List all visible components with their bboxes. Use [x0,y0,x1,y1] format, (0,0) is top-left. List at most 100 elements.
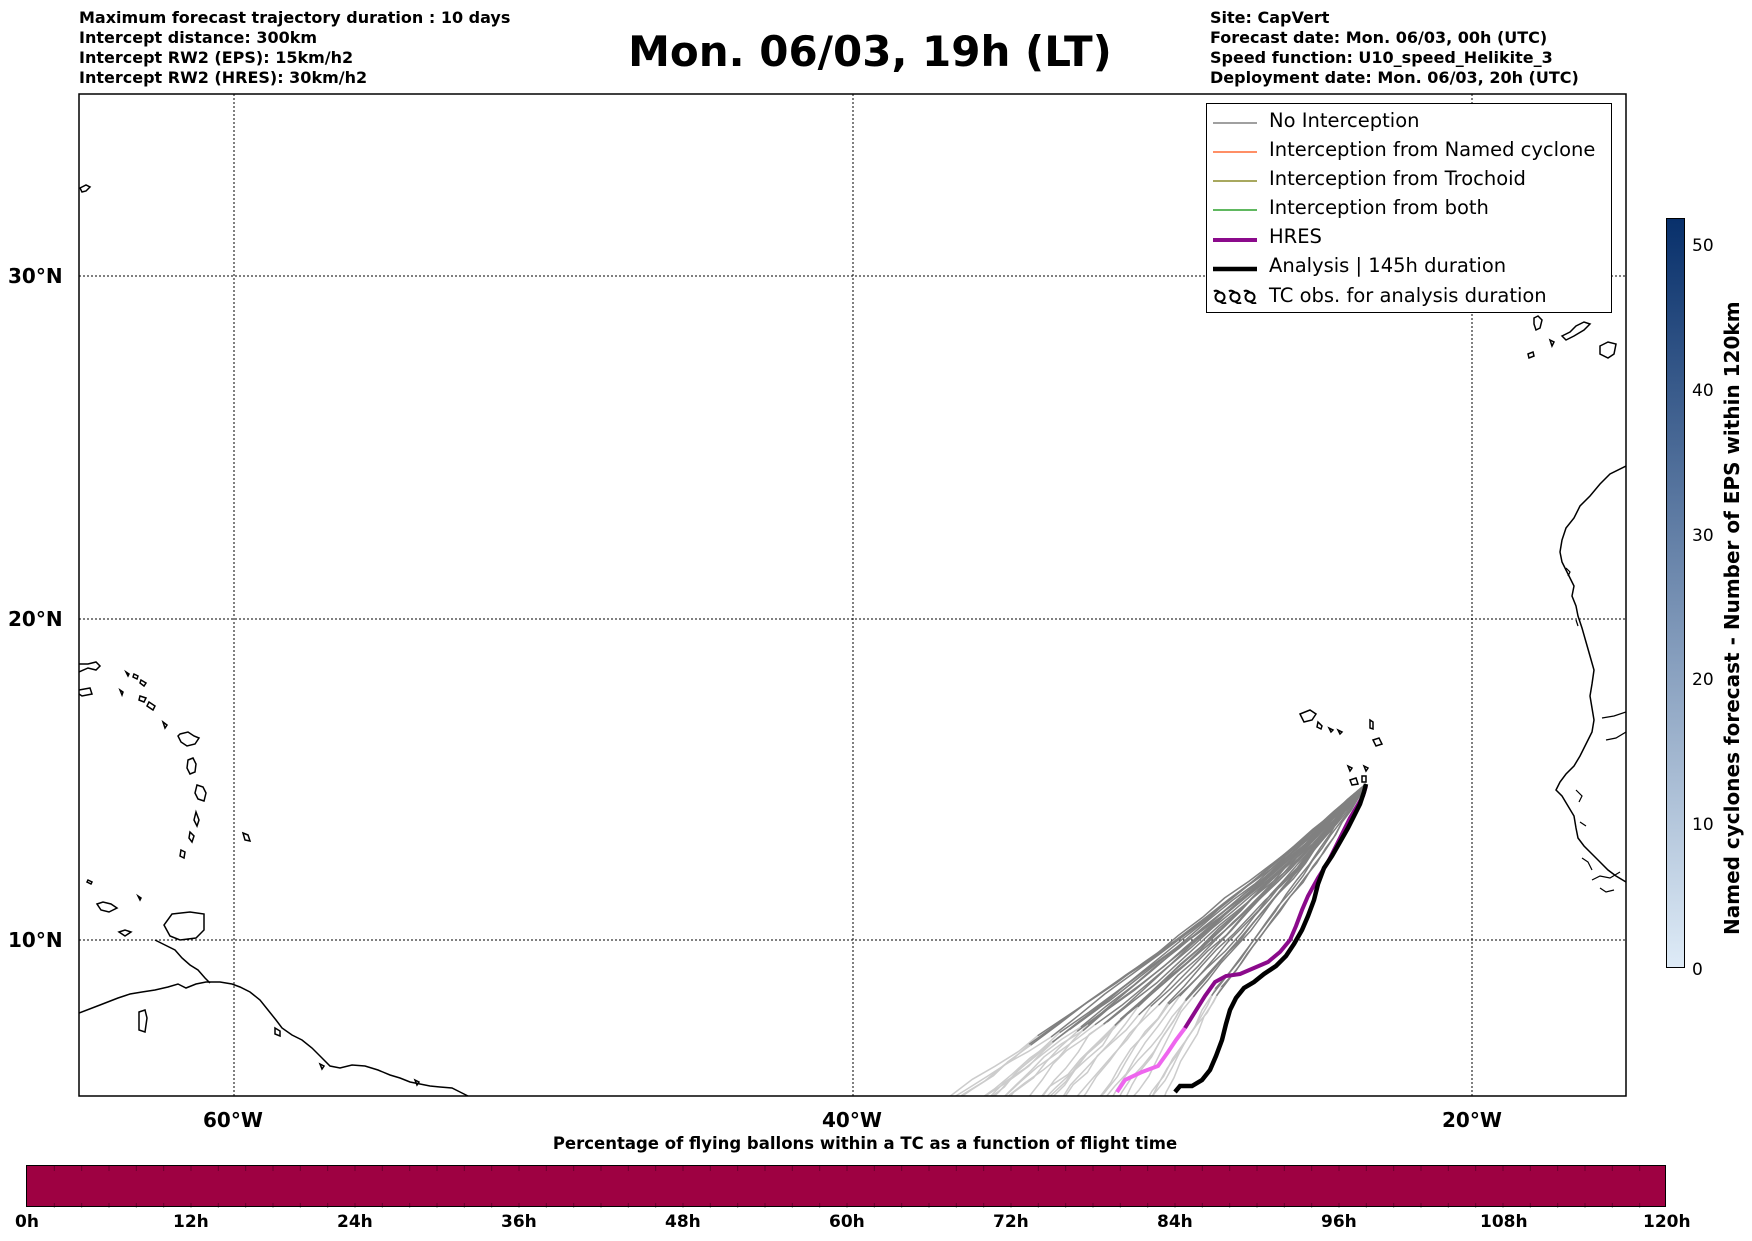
eps-trajectory-late [1118,999,1187,1096]
map-legend: No Interception Interception from Named … [1206,103,1612,313]
trinidad-island [163,911,205,941]
eps-trajectory-late [1028,1023,1104,1096]
flight-time-colorbar-ticks [53,1166,1641,1208]
eps-trajectory-late [1041,1021,1108,1096]
header-right-info: Site: CapVert Forecast date: Mon. 06/03,… [1210,8,1579,88]
legend-swatch-hres [1213,238,1257,242]
trinidad-venezuela-coast [154,939,211,984]
intercept-hres-text: Intercept RW2 (HRES): 30km/h2 [79,68,368,87]
lat-label-10n: 10°N [8,928,63,952]
eps-trajectory-late [1105,995,1181,1096]
max-duration-text: Maximum forecast trajectory duration : 1… [79,8,511,27]
legend-label-no-interception: No Interception [1269,109,1420,132]
legend-item-no-interception: No Interception [1207,107,1611,136]
flight-tick-24h: 24h [337,1212,373,1232]
flight-tick-12h: 12h [173,1212,209,1232]
legend-label-named-cyclone: Interception from Named cyclone [1269,138,1596,161]
eps-trajectory [1215,783,1367,997]
legend-label-hres: HRES [1269,225,1322,248]
caribbean-island-puerto-rico [79,661,102,673]
legend-swatch-named-cyclone [1213,151,1257,153]
legend-swatch-analysis [1213,266,1257,272]
eps-trajectory-late [989,1026,1082,1096]
eps-trajectory-late [1151,988,1216,1096]
flight-tick-48h: 48h [665,1212,701,1232]
eps-trajectory-late [1064,1014,1140,1096]
canary-islands [1527,315,1617,360]
eps-trajectory-late [954,1043,1030,1096]
legend-swatch-both [1213,209,1257,211]
site-text: Site: CapVert [1210,8,1330,27]
eps-trajectory [1028,783,1367,1045]
eps-trajectory [1051,783,1367,1043]
flight-tick-60h: 60h [829,1212,865,1232]
eps-trajectory-late [1112,1000,1187,1096]
header-left-info: Maximum forecast trajectory duration : 1… [79,8,510,88]
eps-trajectory-late [1148,995,1213,1096]
colorbar-right-label: Named cyclones forecast - Number of EPS … [1720,301,1744,935]
south-america-coastline [79,981,469,1096]
legend-swatch-no-interception [1213,122,1257,124]
colorbar-tick-0: 0 [1692,960,1703,980]
flight-tick-120h: 120h [1643,1212,1691,1232]
eps-trajectory-late [1099,1002,1169,1096]
africa-coast-detail [1565,567,1626,893]
legend-label-tc-obs: TC obs. for analysis duration [1269,284,1547,307]
eps-trajectory-late [1076,1005,1152,1096]
lon-label-20w: 20°W [1442,1108,1502,1132]
flight-tick-84h: 84h [1157,1212,1193,1232]
eps-trajectory [1056,783,1367,1040]
eps-trajectory-late [1099,1003,1170,1096]
colorbar-tick-40: 40 [1692,381,1714,401]
eps-trajectory-late [1132,996,1194,1096]
legend-item-both: Interception from both [1207,194,1611,223]
eps-trajectory [1168,783,1367,1005]
lon-label-60w: 60°W [203,1108,263,1132]
colorbar-tick-50: 50 [1692,236,1714,256]
colorbar-tick-30: 30 [1692,526,1714,546]
eps-trajectory-late [1052,1013,1127,1096]
map-frame [78,93,1627,1097]
lon-label-40w: 40°W [822,1108,882,1132]
legend-item-named-cyclone: Interception from Named cyclone [1207,136,1611,165]
legend-item-analysis: Analysis | 145h duration [1207,252,1611,281]
lat-label-20n: 20°N [8,607,63,631]
legend-item-tc-obs: TC obs. for analysis duration [1207,282,1611,311]
legend-item-hres: HRES [1207,223,1611,252]
eps-trajectory [1106,783,1367,1023]
named-cyclones-colorbar [1666,218,1685,968]
africa-coastline [1555,465,1626,883]
flight-tick-36h: 36h [501,1212,537,1232]
lat-label-30n: 30°N [8,264,63,288]
legend-label-both: Interception from both [1269,196,1489,219]
eps-trajectory-late [959,1036,1052,1096]
flight-tick-108h: 108h [1480,1212,1528,1232]
eps-trajectory-late [1062,1006,1139,1096]
intercept-eps-text: Intercept RW2 (EPS): 15km/h2 [79,48,354,67]
flight-tick-72h: 72h [993,1212,1029,1232]
colorbar-tick-20: 20 [1692,670,1714,690]
legend-item-trochoid: Interception from Trochoid [1207,165,1611,194]
page-title: Mon. 06/03, 19h (LT) [628,27,1112,76]
eps-trajectory-late [1009,1030,1078,1096]
speed-function-text: Speed function: U10_speed_Helikite_3 [1210,48,1553,67]
analysis-trajectory [1173,783,1369,1094]
legend-swatch-trochoid [1213,180,1257,182]
eps-trajectory-late [1082,1004,1160,1096]
eps-trajectory-late [949,1035,1039,1096]
eps-trajectory-late [983,1041,1053,1096]
cyclone-symbol-icon [1213,289,1257,304]
legend-label-trochoid: Interception from Trochoid [1269,167,1526,190]
forecast-date-text: Forecast date: Mon. 06/03, 00h (UTC) [1210,28,1548,47]
flight-tick-96h: 96h [1321,1212,1357,1232]
cape-verde-islands [1298,709,1384,786]
legend-label-analysis: Analysis | 145h duration [1269,254,1507,277]
deployment-date-text: Deployment date: Mon. 06/03, 20h (UTC) [1210,68,1579,87]
colorbar-tick-10: 10 [1692,815,1714,835]
caribbean-island-cuba-edge [79,687,93,697]
no-interception-trajectories [1028,783,1367,1046]
flight-time-colorbar [26,1165,1666,1208]
eps-trajectory-late [1151,995,1218,1096]
eps-trajectory-late [1003,1030,1084,1096]
